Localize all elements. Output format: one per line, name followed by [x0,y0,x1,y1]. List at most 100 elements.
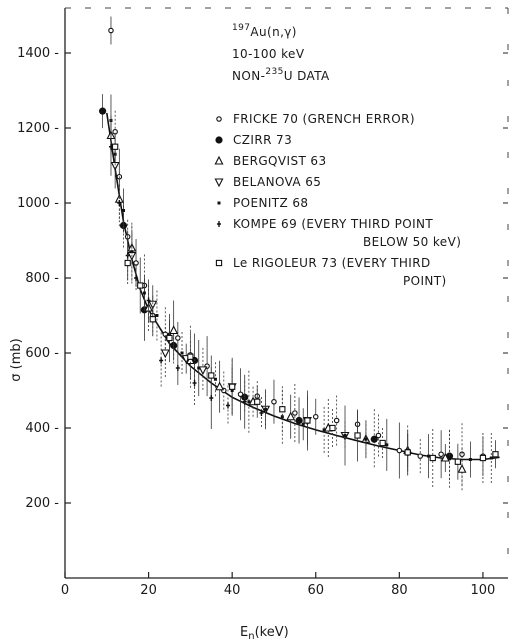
data-point [169,325,179,335]
legend-label-cont: BELOW 50 keV) [363,235,461,249]
legend-label: BELANOVA 65 [233,175,321,189]
data-point [404,449,411,456]
data-point [148,300,158,310]
data-point [247,400,251,404]
data-point [159,357,164,364]
data-point [175,365,180,371]
data-point [427,454,431,458]
data-point [280,415,284,419]
data-point [99,107,107,115]
data-point [313,413,319,420]
data-point [134,275,139,281]
data-point [254,398,261,405]
series-1 [99,94,454,483]
data-point [440,452,450,462]
data-point [264,407,268,411]
x-tick-label: 60 [307,583,324,598]
data-point [333,417,340,424]
data-point [379,439,386,447]
data-point [385,443,389,447]
data-point [457,464,467,473]
data-point [447,457,451,461]
data-point [124,259,131,267]
data-point [230,389,234,392]
y-tick-label: 800 - [25,271,59,286]
data-point [208,372,215,379]
data-point [130,250,134,254]
y-tick-label: 1200 - [17,121,59,136]
data-point [343,434,347,437]
title-line-1: 197Au(n,γ) [232,23,297,39]
data-point [454,458,461,465]
legend-label: POENITZ 68 [233,196,308,210]
data-point [175,335,181,341]
legend-label-cont: POINT) [403,274,447,288]
data-point [213,377,217,381]
data-point [117,200,122,206]
y-tick-label: 1400 - [17,46,59,61]
data-point [370,435,378,443]
legend-marker [217,201,221,205]
x-axis-label: En(keV) [240,625,289,642]
data-point [295,416,303,425]
legend-label: BERGQVIST 63 [233,154,326,168]
data-point [396,447,403,454]
data-point [155,314,159,317]
tick-labels: 0 20 40 60 80 100 200 - 400 - 600 - 800 - 1000 - 12… [17,46,495,598]
data-point [166,334,173,342]
data-point [292,410,298,416]
data-point [329,424,336,432]
x-tick-label: 20 [140,583,157,598]
x-tick-label: 80 [391,583,408,598]
x-tick-label: 40 [224,583,241,598]
legend-marker [214,155,224,165]
data-point [468,458,472,461]
y-tick-label: 600 - [25,346,59,361]
legend-label: Le RIGOLEUR 73 (EVERY THIRD [233,256,431,270]
data-point [142,291,146,295]
axes [64,7,509,579]
data-point [122,209,126,212]
title-line-2: 10-100 keV [232,47,305,61]
data-point [187,353,194,360]
y-axis-label: σ (mb) [9,338,24,381]
data-point [209,395,214,401]
x-tick-label: 100 [471,583,496,598]
data-point [110,161,120,171]
x-tick-label: 0 [61,583,69,598]
data-point [438,451,444,457]
legend-marker [214,178,224,188]
data-point [197,366,201,370]
data-point [242,398,247,405]
data-point [259,410,264,416]
data-points-layer [99,16,499,491]
data-point [215,381,225,391]
legend-marker [216,116,222,122]
legend-marker [217,221,221,227]
data-point [198,366,208,376]
legend-label: CZIRR 73 [233,133,292,147]
legend: FRICKE 70 (GRENCH ERROR) CZIRR 73 BERGQVIS… [214,112,461,288]
legend-label: KOMPE 69 (EVERY THIRD POINT [233,217,433,231]
y-tick-label: 400 - [25,421,59,436]
data-point [225,402,230,409]
data-point [137,282,144,289]
data-point [479,454,487,462]
legend-marker [215,136,223,144]
data-point [149,316,156,323]
data-point [279,406,286,413]
data-point [304,417,311,424]
data-point [489,456,493,460]
data-point [160,349,170,359]
data-point [192,380,197,386]
title-line-3: NON-235U DATA [232,67,330,83]
series-0 [108,16,486,486]
data-point [229,383,236,390]
data-point [492,451,499,458]
data-point [286,411,296,421]
series-2 [106,115,467,491]
series-6 [112,132,499,487]
data-point [146,297,151,304]
data-point [271,398,277,405]
